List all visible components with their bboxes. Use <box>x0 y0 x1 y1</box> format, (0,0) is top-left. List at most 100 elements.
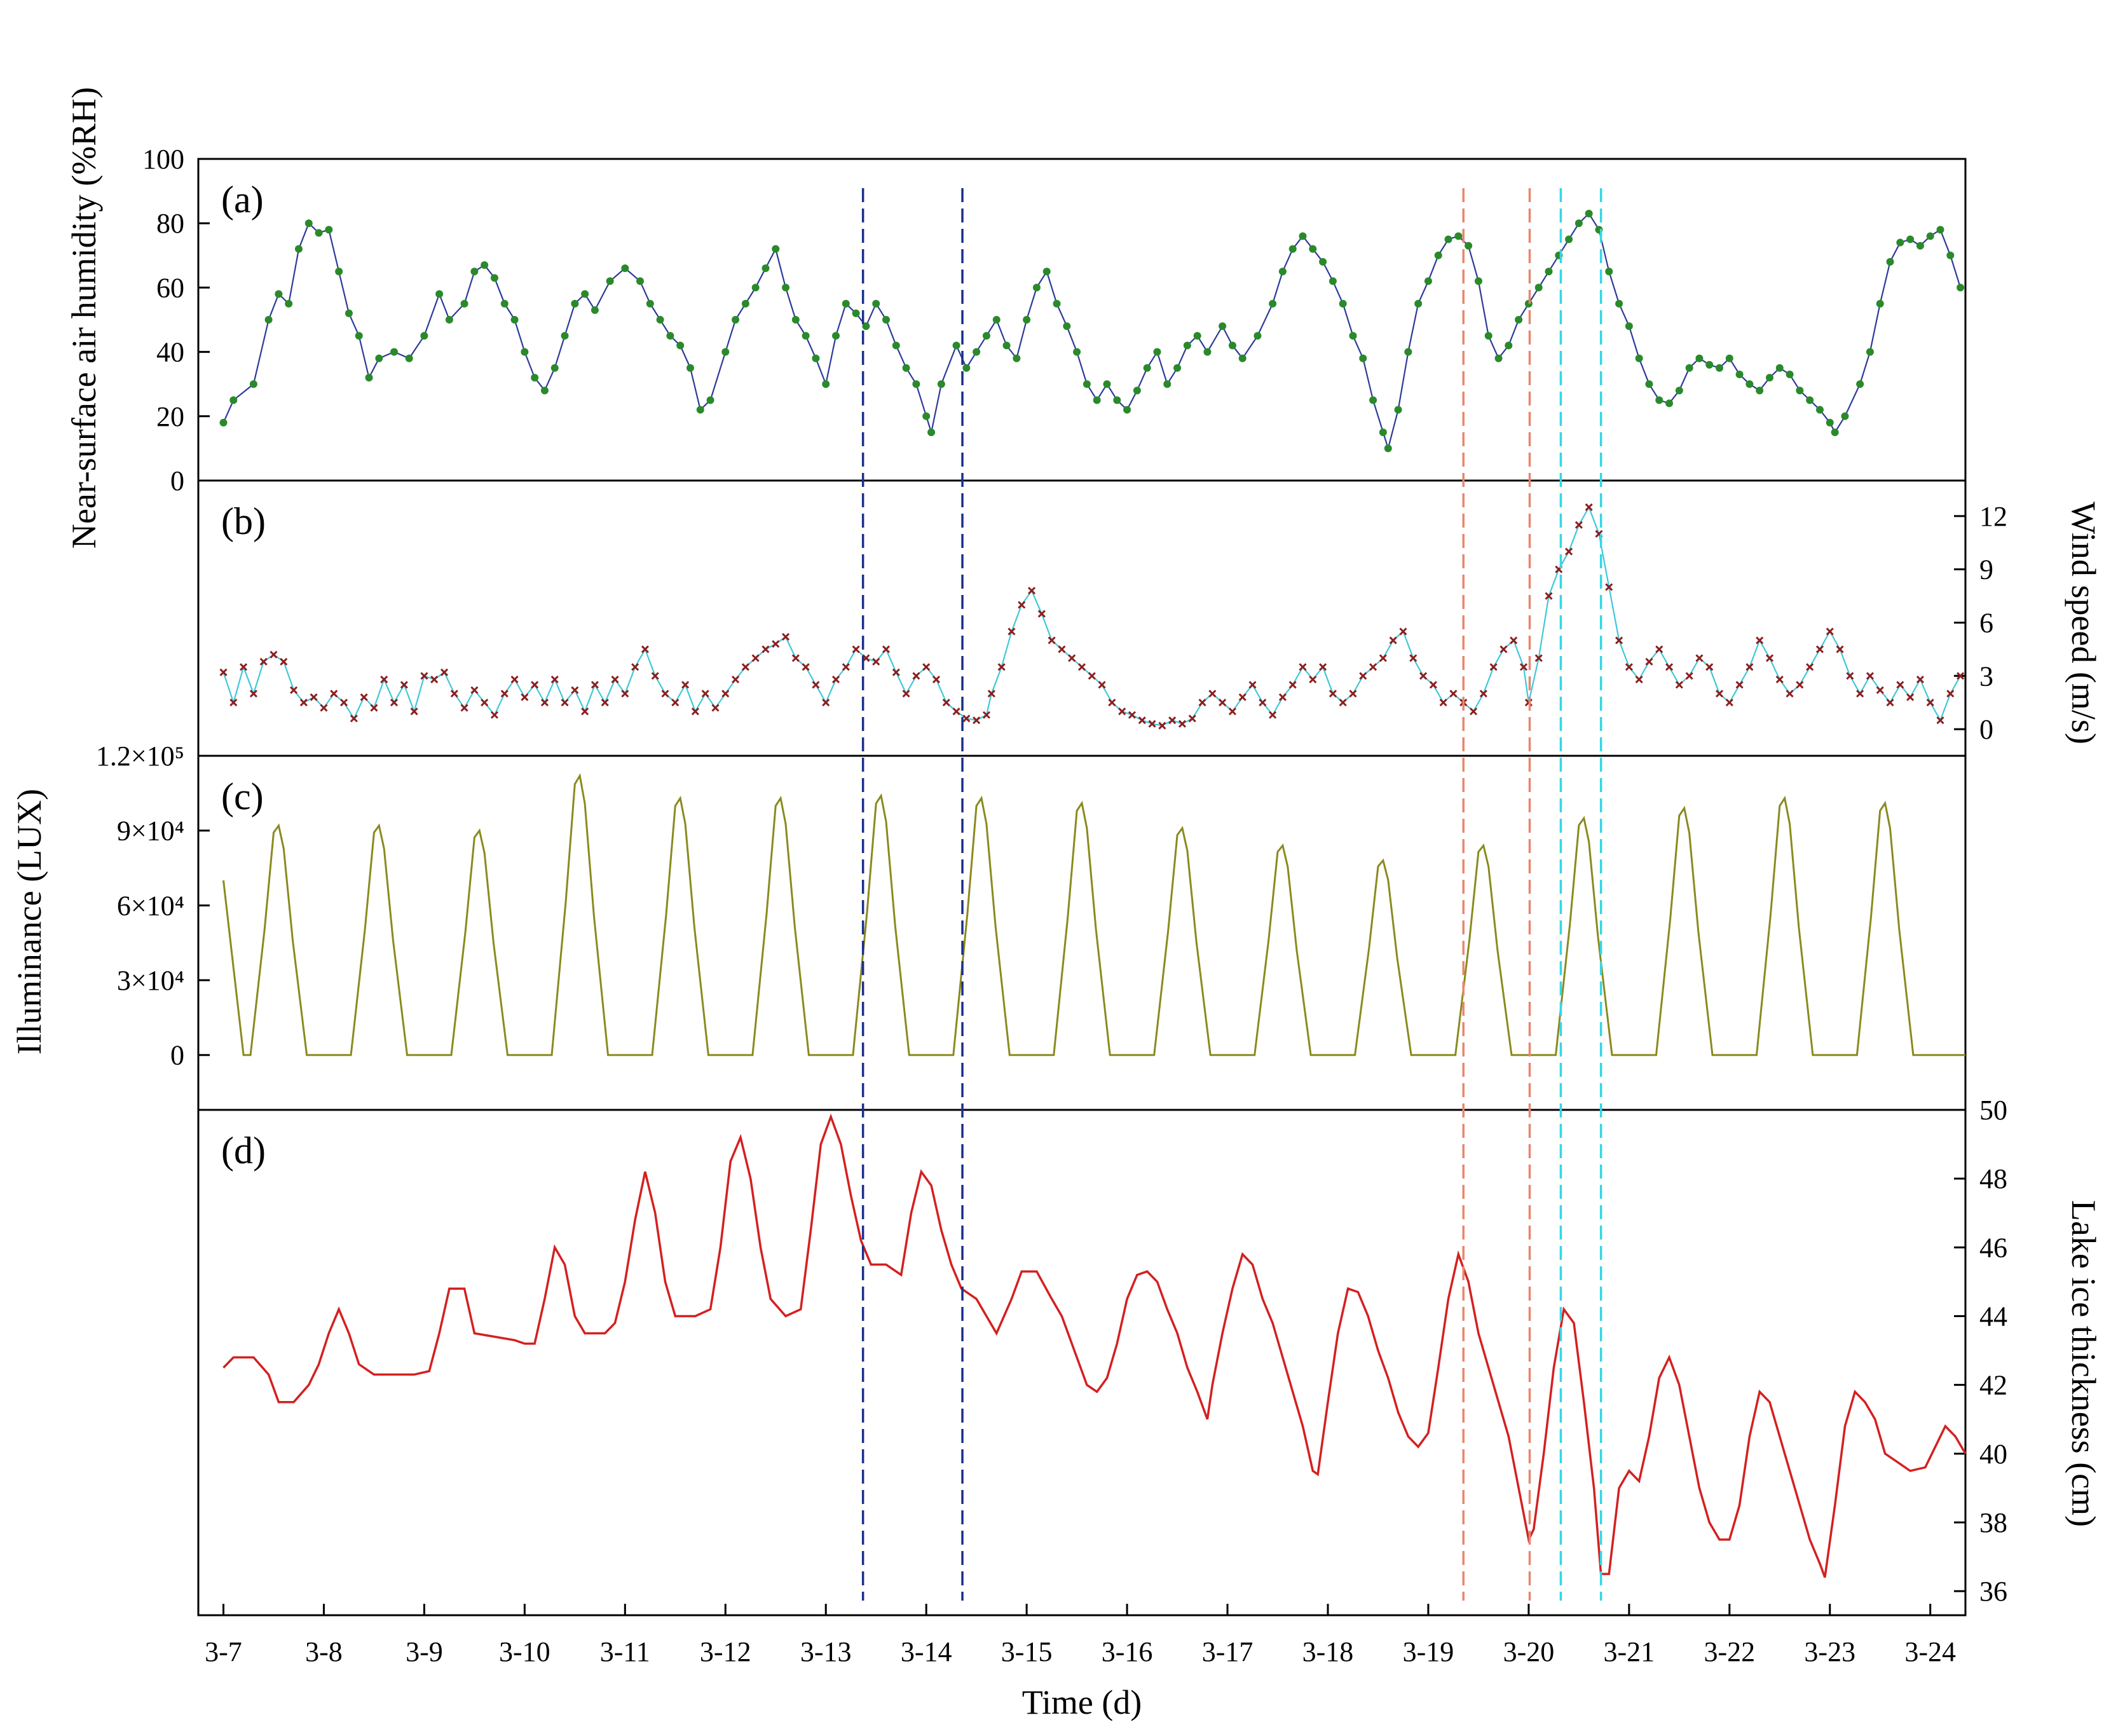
marker-point-b <box>822 699 830 707</box>
marker-point-a <box>706 396 714 404</box>
ytick-label-panel-a: 60 <box>156 272 184 303</box>
marker-point-b <box>1786 690 1794 698</box>
marker-point-b <box>731 675 740 683</box>
series-c-group <box>222 773 1965 1056</box>
marker-point-a <box>1745 380 1754 388</box>
marker-point-a <box>581 290 589 298</box>
xtick-label: 3-21 <box>1604 1636 1655 1667</box>
marker-point-b <box>1735 681 1744 689</box>
ytick-label-panel-c: 9×10⁴ <box>117 816 184 847</box>
marker-point-a <box>812 354 820 362</box>
marker-point-a <box>1143 364 1151 372</box>
marker-point-b <box>1419 672 1428 680</box>
marker-point-b <box>1439 699 1447 707</box>
marker-point-a <box>1219 322 1227 331</box>
marker-point-b <box>1319 663 1327 671</box>
marker-point-b <box>942 699 950 707</box>
marker-point-b <box>1037 610 1046 618</box>
plot-frame <box>197 158 1967 1616</box>
marker-point-a <box>390 348 399 356</box>
ytick-label-panel-d: 48 <box>1979 1163 2007 1194</box>
marker-point-a <box>1309 245 1317 253</box>
marker-point-b <box>1510 636 1518 645</box>
marker-point-b <box>1098 681 1106 689</box>
marker-point-a <box>1725 354 1733 362</box>
marker-point-b <box>310 693 318 701</box>
marker-point-a <box>1173 364 1182 372</box>
marker-point-b <box>320 704 328 712</box>
marker-point-a <box>832 332 840 340</box>
marker-point-b <box>531 681 539 689</box>
series-b-group <box>219 503 1965 730</box>
marker-point-b <box>852 645 860 653</box>
marker-point-a <box>822 380 830 388</box>
marker-point-b <box>751 654 760 662</box>
marker-point-b <box>1359 672 1367 680</box>
marker-point-b <box>1058 645 1066 653</box>
marker-point-b <box>1389 636 1397 645</box>
marker-point-a <box>721 348 730 356</box>
marker-point-a <box>540 386 549 395</box>
marker-point-a <box>892 341 900 350</box>
marker-point-a <box>751 284 760 292</box>
marker-point-a <box>621 264 629 273</box>
marker-point-a <box>646 299 654 308</box>
ytick-label-panel-b: 9 <box>1979 554 1993 585</box>
marker-point-a <box>1203 348 1212 356</box>
marker-point-b <box>1118 707 1126 716</box>
marker-point-b <box>1048 636 1056 645</box>
marker-point-b <box>1856 690 1864 698</box>
marker-point-b <box>1018 601 1026 609</box>
xtick-label: 3-13 <box>800 1636 852 1667</box>
marker-point-b <box>932 675 941 683</box>
marker-point-b <box>1469 707 1478 716</box>
marker-point-a <box>741 299 749 308</box>
marker-point-b <box>711 704 720 712</box>
marker-point-a <box>1841 412 1849 420</box>
marker-point-b <box>1309 675 1317 683</box>
marker-point-a <box>1103 380 1111 388</box>
marker-point-a <box>1013 354 1021 362</box>
marker-point-b <box>390 699 399 707</box>
marker-point-a <box>1876 299 1884 308</box>
marker-point-a <box>1073 348 1081 356</box>
ytick-label-panel-a: 40 <box>156 337 184 368</box>
marker-point-b <box>229 699 238 707</box>
marker-point-a <box>982 332 990 340</box>
marker-point-b <box>781 632 790 641</box>
marker-point-b <box>1534 654 1543 662</box>
marker-point-a <box>1625 322 1633 331</box>
marker-point-b <box>1645 657 1653 666</box>
marker-point-b <box>550 675 559 683</box>
marker-point-b <box>1906 693 1915 701</box>
marker-point-b <box>380 675 388 683</box>
marker-point-b <box>1806 663 1814 671</box>
marker-point-a <box>219 418 228 427</box>
marker-point-a <box>304 219 313 228</box>
marker-point-a <box>1615 299 1623 308</box>
marker-point-b <box>490 711 499 719</box>
marker-point-a <box>1505 341 1513 350</box>
marker-point-b <box>772 639 780 648</box>
marker-point-b <box>812 681 820 689</box>
marker-point-b <box>1208 690 1217 698</box>
marker-point-a <box>1685 364 1693 372</box>
marker-point-a <box>1906 235 1915 243</box>
marker-point-b <box>1575 521 1583 529</box>
marker-point-a <box>510 316 519 324</box>
marker-point-a <box>676 341 685 350</box>
marker-point-b <box>219 668 228 676</box>
marker-point-b <box>1565 547 1573 556</box>
marker-point-a <box>1716 364 1724 372</box>
marker-point-b <box>1815 645 1824 653</box>
marker-point-a <box>1826 418 1834 427</box>
marker-point-a <box>1093 396 1101 404</box>
marker-point-b <box>912 672 920 680</box>
marker-point-b <box>1775 675 1784 683</box>
marker-point-b <box>1796 681 1804 689</box>
marker-point-a <box>490 274 498 282</box>
marker-point-a <box>1886 257 1894 266</box>
marker-point-b <box>1519 663 1528 671</box>
marker-point-a <box>1032 284 1041 292</box>
